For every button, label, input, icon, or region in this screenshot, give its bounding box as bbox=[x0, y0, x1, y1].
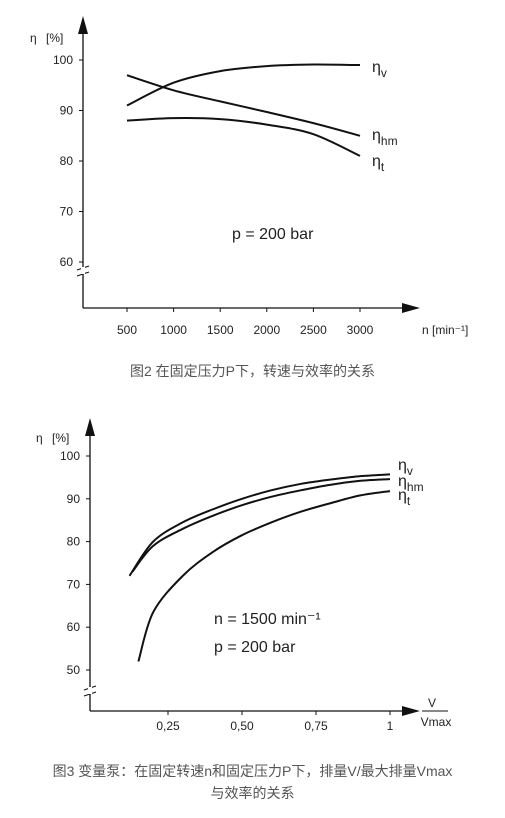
figure-displacement-efficiency: 100 90 80 70 60 50 0,25 0,50 0,75 1 η [%] V Vmax n = 1… bbox=[0, 400, 505, 735]
series-label-eta: η bbox=[372, 153, 381, 170]
y-axis-break-gap bbox=[81, 267, 85, 274]
y-tick-label: 100 bbox=[53, 53, 73, 67]
y-tick-label: 60 bbox=[60, 255, 74, 269]
y-tick-label: 60 bbox=[67, 620, 81, 634]
y-axis-label: η bbox=[30, 31, 37, 45]
figure-speed-efficiency: 100 90 80 70 60 500 1000 1500 2000 2500 3000 η [%] n … bbox=[0, 0, 505, 355]
figure-3-caption-line-2: 与效率的关系 bbox=[210, 785, 295, 801]
x-tick-label: 2000 bbox=[253, 323, 280, 337]
y-tick-label: 70 bbox=[60, 205, 74, 219]
y-tick-label: 90 bbox=[60, 104, 74, 118]
y-axis-unit: [%] bbox=[46, 31, 63, 45]
x-tick-label: 1000 bbox=[160, 323, 187, 337]
x-tick-label: 0,25 bbox=[156, 719, 180, 733]
series-label-eta: η bbox=[372, 127, 381, 144]
chart-displacement-efficiency: 100 90 80 70 60 50 0,25 0,50 0,75 1 η [%] V Vmax n = 1… bbox=[36, 418, 452, 733]
series-label: ηv bbox=[398, 457, 413, 478]
chart-speed-efficiency: 100 90 80 70 60 500 1000 1500 2000 2500 3000 η [%] n … bbox=[30, 16, 468, 337]
y-tick-label: 100 bbox=[60, 449, 80, 463]
x-tick-label: 0,50 bbox=[230, 719, 254, 733]
x-axis-arrow bbox=[402, 303, 420, 313]
series-label-eta: η bbox=[398, 473, 407, 490]
pressure-annotation: p = 200 bar bbox=[232, 226, 314, 243]
series-label-eta: η bbox=[398, 457, 407, 474]
figure-3-caption-line-1: 图3 变量泵：在固定转速n和固定压力P下，排量V/最大排量Vmax bbox=[52, 763, 453, 779]
y-axis-label: η bbox=[36, 431, 43, 445]
y-axis-arrow bbox=[85, 418, 95, 436]
x-tick-label: 0,75 bbox=[304, 719, 328, 733]
series-label-subscript: hm bbox=[381, 134, 398, 148]
series-line bbox=[126, 74, 361, 137]
y-tick-label: 80 bbox=[67, 535, 81, 549]
x-axis-arrow bbox=[402, 706, 420, 716]
x-tick-label: 3000 bbox=[347, 323, 374, 337]
y-tick-label: 70 bbox=[67, 577, 81, 591]
series-label: ηt bbox=[372, 153, 385, 174]
series-line bbox=[131, 478, 391, 573]
x-tick-label: 1500 bbox=[207, 323, 234, 337]
pressure-annotation: p = 200 bar bbox=[214, 639, 296, 656]
x-axis-label-denominator: Vmax bbox=[421, 715, 452, 729]
series-line bbox=[126, 63, 361, 107]
series-label-subscript: v bbox=[381, 66, 387, 80]
series-label: ηt bbox=[398, 487, 411, 508]
series-label: ηhm bbox=[372, 127, 398, 148]
figure-2-caption: 图2 在固定压力P下，转速与效率的关系 bbox=[129, 363, 375, 379]
series-label-eta: η bbox=[398, 487, 407, 504]
series-label: ηv bbox=[372, 59, 387, 80]
series-label-subscript: hm bbox=[407, 480, 424, 494]
speed-annotation: n = 1500 min⁻¹ bbox=[214, 611, 321, 628]
x-tick-label: 1 bbox=[387, 719, 394, 733]
y-axis-unit: [%] bbox=[52, 431, 69, 445]
x-axis-label-numerator: V bbox=[428, 696, 436, 710]
series-line bbox=[126, 116, 361, 157]
series-label: ηhm bbox=[398, 473, 424, 494]
y-tick-label: 80 bbox=[60, 154, 74, 168]
series-line bbox=[137, 490, 391, 662]
series-line bbox=[128, 473, 391, 577]
y-axis-break-gap bbox=[88, 687, 92, 694]
series-label-subscript: v bbox=[407, 464, 413, 478]
figure-3-caption: 图3 变量泵：在固定转速n和固定压力P下，排量V/最大排量Vmax 与效率的关系 bbox=[0, 760, 505, 804]
x-tick-label: 2500 bbox=[300, 323, 327, 337]
y-axis-arrow bbox=[78, 16, 88, 34]
x-tick-label: 500 bbox=[117, 323, 137, 337]
series-label-eta: η bbox=[372, 59, 381, 76]
x-axis-label: n [min⁻¹] bbox=[422, 323, 468, 337]
series-label-subscript: t bbox=[407, 494, 411, 508]
y-tick-label: 50 bbox=[67, 663, 81, 677]
y-tick-label: 90 bbox=[67, 492, 81, 506]
series-label-subscript: t bbox=[381, 160, 385, 174]
